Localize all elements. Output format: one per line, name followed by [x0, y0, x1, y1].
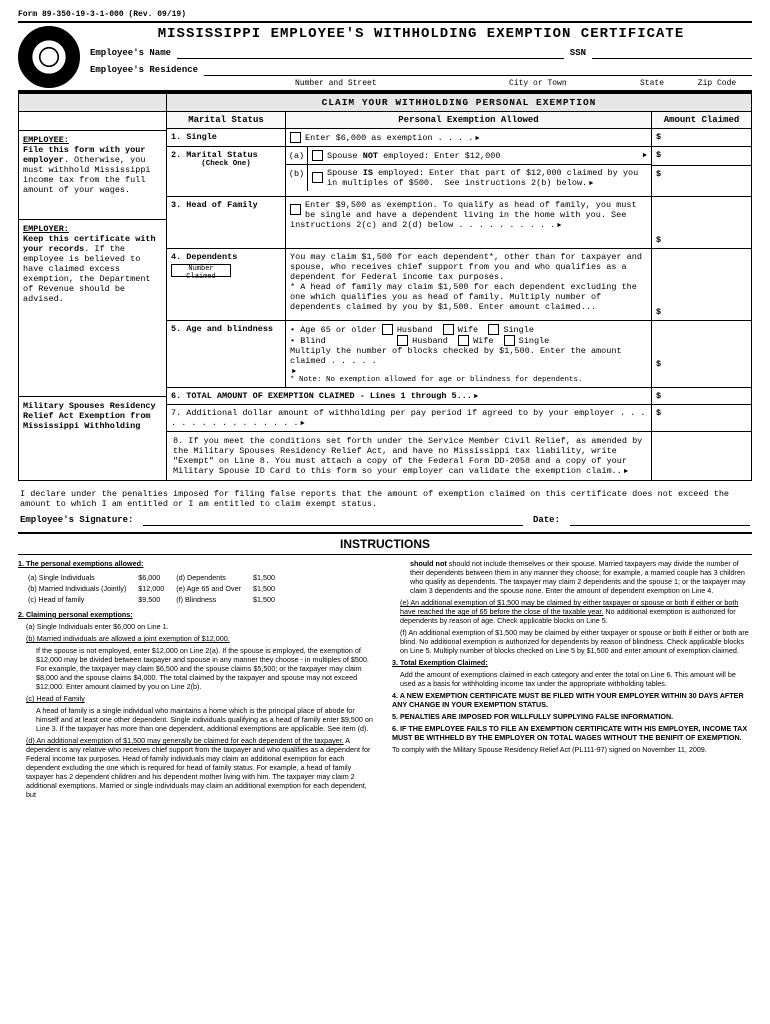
line4-amount[interactable]: $ [651, 249, 751, 320]
line3-checkbox[interactable] [290, 204, 301, 215]
line2b-amount[interactable]: $ [652, 166, 751, 196]
line6-label: 6. TOTAL AMOUNT OF EXEMPTION CLAIMED - L… [167, 388, 651, 404]
line5-age-label: Age 65 or older [300, 325, 377, 335]
state-seal-icon [18, 26, 80, 88]
date-label: Date: [533, 515, 560, 526]
line2-label: 2. Marital Status [171, 150, 281, 160]
instructions: 1. The personal exemptions allowed: (a) … [18, 559, 752, 802]
line4-number-claimed[interactable]: Number Claimed [171, 264, 231, 277]
line8-text: 8. If you meet the conditions set forth … [167, 432, 651, 480]
line2b-tag: (b) [286, 165, 308, 191]
subhead-marital: Marital Status [167, 112, 285, 128]
ssn-label: SSN [570, 48, 586, 59]
line5-age-s[interactable] [488, 324, 499, 335]
line5-note: * Note: No exemption allowed for age or … [290, 376, 647, 384]
line2a-tag: (a) [286, 147, 308, 164]
line5-mult: Multiply the number of blocks checked by… [290, 346, 647, 366]
line3-amount[interactable]: $ [651, 197, 751, 248]
line5-amount[interactable]: $ [651, 321, 751, 387]
line2b-checkbox[interactable] [312, 172, 323, 183]
line1-label: 1. Single [167, 129, 285, 146]
line5-blind-s[interactable] [504, 335, 515, 346]
subhead-pea: Personal Exemption Allowed [285, 112, 651, 128]
emp-res-label: Employee's Residence [90, 65, 198, 76]
line5-age-w[interactable] [443, 324, 454, 335]
line2a-amount[interactable]: $ [652, 147, 751, 166]
line1-text: Enter $6,000 as exemption . . . . [305, 133, 473, 143]
line5-blind-h[interactable] [397, 335, 408, 346]
claim-bar: CLAIM YOUR WITHHOLDING PERSONAL EXEMPTIO… [167, 94, 751, 112]
signature-input[interactable] [143, 515, 523, 526]
main-grid: EMPLOYEE: File this form with your emplo… [18, 92, 752, 481]
title-row: MISSISSIPPI EMPLOYEE'S WITHHOLDING EXEMP… [18, 24, 752, 92]
main-title: MISSISSIPPI EMPLOYEE'S WITHHOLDING EXEMP… [90, 26, 752, 42]
line3-text: Enter $9,500 as exemption. To qualify as… [290, 200, 637, 230]
top-rule [18, 21, 752, 23]
emp-res-input[interactable] [204, 65, 752, 76]
declaration: I declare under the penalties imposed fo… [20, 489, 750, 509]
emp-name-label: Employee's Name [90, 48, 171, 59]
form-id: Form 89-350-19-3-1-000 (Rev. 09/19) [18, 10, 752, 19]
line7-amount[interactable]: $ [651, 405, 751, 431]
emp-name-input[interactable] [177, 48, 564, 59]
military-heading: Military Spouses Residency Relief Act Ex… [19, 396, 166, 435]
employee-text: File this form with your employer. Other… [23, 145, 151, 195]
line6-amount[interactable]: $ [651, 388, 751, 404]
city-label: City or Town [454, 79, 622, 88]
employer-heading: EMPLOYER: [23, 224, 69, 234]
ssn-input[interactable] [592, 48, 752, 59]
num-street-label: Number and Street [218, 79, 454, 88]
zip-label: Zip Code [682, 79, 752, 88]
instructions-title: INSTRUCTIONS [18, 532, 752, 555]
line5-label: 5. Age and blindness [167, 321, 285, 387]
line7-label: 7. Additional dollar amount of withholdi… [167, 405, 651, 431]
line1-amount[interactable]: $ [651, 129, 751, 146]
employee-heading: EMPLOYEE: [23, 135, 69, 145]
state-label: State [622, 79, 682, 88]
line4-label: 4. Dependents [171, 252, 281, 262]
line1-checkbox[interactable] [290, 132, 301, 143]
line2a-checkbox[interactable] [312, 150, 323, 161]
line5-blind-label: Blind [300, 336, 326, 346]
line4-text: You may claim $1,500 for each dependent*… [285, 249, 651, 320]
date-input[interactable] [570, 515, 750, 526]
employer-text: Keep this certificate with your records.… [23, 234, 156, 304]
line5-age-h[interactable] [382, 324, 393, 335]
line2-sub: (Check One) [171, 160, 281, 168]
subhead-amt: Amount Claimed [651, 112, 751, 128]
line3-label: 3. Head of Family [167, 197, 285, 248]
signature-label: Employee's Signature: [20, 515, 133, 526]
line2a-text: Spouse NOT employed: Enter $12,000 [327, 151, 500, 161]
line8-amount[interactable] [651, 432, 751, 480]
line5-blind-w[interactable] [458, 335, 469, 346]
